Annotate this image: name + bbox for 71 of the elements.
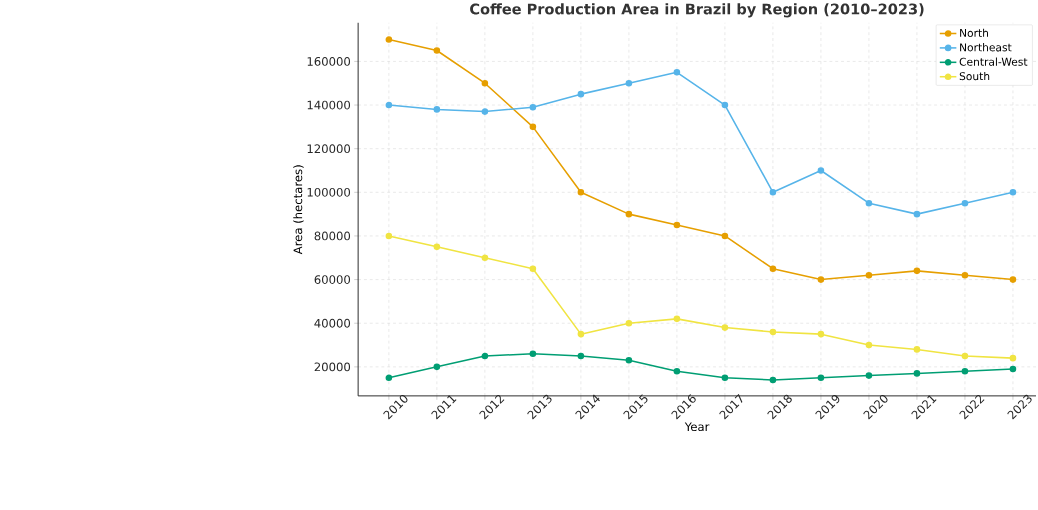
point (1009, 365, 1017, 373)
point (769, 265, 777, 272)
chart-title: Coffee Production Area in Brazil by Region (2010–2023) (470, 3, 924, 18)
y-tick-label: 40000 (314, 318, 351, 328)
point (961, 199, 969, 207)
point (865, 271, 873, 279)
point (1009, 354, 1017, 362)
point (481, 352, 489, 360)
point (529, 265, 537, 272)
point (433, 105, 441, 113)
legend-label: Central-West (959, 57, 1028, 66)
point (577, 90, 585, 98)
point (961, 271, 969, 279)
point (577, 352, 585, 360)
legend-label: Northeast (960, 42, 1012, 52)
point (769, 188, 777, 196)
point (673, 315, 681, 322)
y-tick-label: 100000 (307, 187, 351, 197)
point (1009, 188, 1017, 196)
point (673, 68, 681, 76)
point (625, 79, 633, 87)
point (817, 374, 825, 381)
point (817, 276, 825, 283)
point (577, 188, 585, 196)
legend-label: North (960, 28, 988, 37)
point (721, 324, 729, 331)
point (433, 243, 441, 250)
y-tick-label: 20000 (314, 362, 351, 372)
point (913, 210, 921, 218)
point (577, 330, 585, 338)
point (481, 79, 489, 87)
point (529, 123, 537, 130)
point (529, 350, 537, 357)
y-tick-label: 60000 (314, 274, 351, 284)
point (529, 103, 537, 111)
point (625, 356, 633, 364)
point (433, 46, 441, 54)
point (481, 108, 489, 115)
point (961, 367, 969, 375)
legend-label: South (959, 71, 990, 80)
y-tick-label: 120000 (307, 144, 351, 153)
point (865, 341, 873, 349)
point (673, 367, 681, 375)
point (385, 374, 393, 381)
point (481, 254, 489, 261)
point (385, 101, 393, 109)
point (625, 319, 633, 327)
point (721, 101, 729, 109)
y-tick-label: 80000 (314, 231, 351, 241)
point (433, 363, 441, 370)
point (625, 210, 633, 218)
x-axis-title: Year (684, 422, 710, 431)
point (385, 232, 393, 240)
point (673, 221, 681, 229)
point (817, 330, 825, 338)
point (865, 372, 873, 379)
point (913, 267, 921, 274)
y-tick-label: 160000 (307, 56, 351, 66)
point (721, 232, 729, 240)
point (961, 352, 969, 360)
point (913, 345, 921, 353)
point (769, 376, 777, 384)
point (769, 328, 777, 336)
y-tick-label: 140000 (307, 100, 351, 110)
point (385, 36, 393, 43)
point (865, 199, 873, 207)
point (721, 374, 729, 381)
point (913, 369, 921, 377)
point (817, 166, 825, 174)
y-axis-title: Area (hectares) (293, 165, 304, 254)
point (1009, 276, 1017, 283)
